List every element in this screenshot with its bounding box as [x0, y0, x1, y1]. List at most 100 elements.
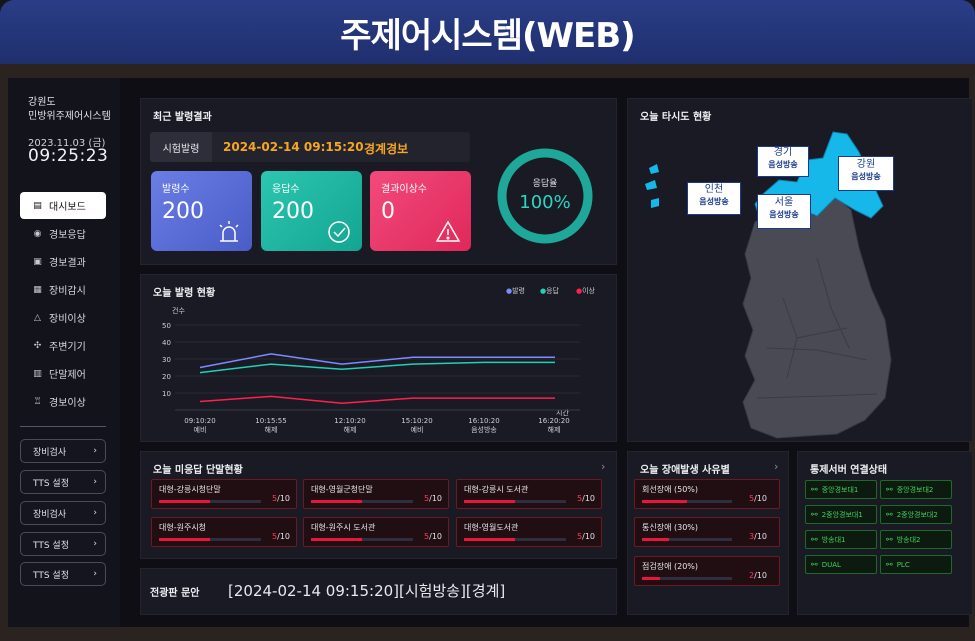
- response-rate-gauge: [497, 148, 593, 244]
- sidebar-item-alarm-result[interactable]: ▣ 경보결과: [20, 248, 106, 275]
- progress-fill: [311, 500, 362, 503]
- link-icon: ⚯: [811, 485, 818, 494]
- y-tick: 50: [162, 322, 171, 330]
- region-name: 서울: [774, 197, 794, 208]
- fault-item[interactable]: 통신장애 (30%) 3/10: [634, 517, 780, 547]
- region-status: 음성방송: [769, 210, 799, 219]
- region-status: 음성방송: [851, 172, 881, 181]
- card-value: 200: [162, 199, 204, 224]
- server-status-item[interactable]: ⚯ 2중앙경보대2: [880, 505, 952, 524]
- count-value: 5: [272, 532, 278, 541]
- app-header: 주제어시스템(WEB): [0, 0, 975, 64]
- unanswered-item[interactable]: 대형-원주시 도서관 5/10: [303, 517, 449, 547]
- unanswered-item[interactable]: 대형-원주시청 5/10: [151, 517, 297, 547]
- server-status-item[interactable]: ⚯ 2중앙경보대1: [805, 505, 877, 524]
- tts-settings-button[interactable]: TTS 설정 ›: [20, 532, 106, 556]
- sidebar-item-terminal-control[interactable]: ▥ 단말제어: [20, 360, 106, 387]
- count-value: 5: [424, 494, 430, 503]
- legend-dot: ●: [576, 287, 583, 295]
- monitor-icon: ▦: [33, 284, 42, 295]
- unanswered-item[interactable]: 대형-강릉시청단말 5/10: [151, 479, 297, 509]
- sidebar-item-alarm-response[interactable]: ◉ 경보응답: [20, 220, 106, 247]
- fault-count-card[interactable]: 결과이상수 0: [370, 171, 471, 251]
- card-label: 응답수: [272, 184, 300, 195]
- region-label-gyeonggi[interactable]: 경기 음성방송: [757, 146, 809, 177]
- app-title: 주제어시스템(WEB): [340, 15, 635, 56]
- fault-item[interactable]: 회선장애 (50%) 5/10: [634, 479, 780, 509]
- server-status-item[interactable]: ⚯ 방송대1: [805, 530, 877, 549]
- server-name: DUAL: [821, 560, 841, 569]
- server-name: PLC: [896, 560, 910, 569]
- unanswered-item[interactable]: 대형-영월도서관 5/10: [456, 517, 602, 547]
- link-icon: ⚯: [886, 485, 893, 494]
- tts-settings-button[interactable]: TTS 설정 ›: [20, 470, 106, 494]
- count-total: /10: [429, 494, 442, 503]
- chevron-right-icon[interactable]: ›: [601, 460, 606, 473]
- unanswered-item[interactable]: 대형-강릉시 도서관 5/10: [456, 479, 602, 509]
- tts-settings-button[interactable]: TTS 설정 ›: [20, 562, 106, 586]
- equipment-check-button[interactable]: 장비검사 ›: [20, 439, 106, 463]
- progress-fill: [159, 538, 210, 541]
- region-name: 경기: [773, 147, 793, 158]
- region-label-incheon[interactable]: 인천 음성방송: [687, 182, 741, 215]
- chevron-right-icon: ›: [93, 569, 97, 579]
- sidebar-item-alarm-fault[interactable]: ♖ 경보이상: [20, 388, 106, 415]
- sidebar-item-label: 단말제어: [49, 370, 86, 381]
- fault-item[interactable]: 점검장애 (20%) 2/10: [634, 556, 780, 586]
- southern-region-map: [742, 195, 892, 439]
- region-label-gangwon[interactable]: 강원 음성방송: [838, 156, 894, 191]
- response-rate-label: 응답율: [532, 179, 558, 189]
- x-tick-time: 16:10:20: [468, 417, 500, 425]
- count-value: 5: [272, 494, 278, 503]
- item-name: 회선장애 (50%): [642, 485, 699, 494]
- unanswered-item[interactable]: 대형-영월군청단말 5/10: [303, 479, 449, 509]
- equipment-check-button[interactable]: 장비검사 ›: [20, 501, 106, 525]
- sidebar-item-label: 경보이상: [49, 398, 86, 409]
- org-info: 강원도 민방위주제어시스템: [28, 96, 111, 124]
- item-count: 2/10: [749, 571, 767, 580]
- recent-alert-summary: 시험발령 2024-02-14 09:15:20 경계경보: [150, 132, 470, 162]
- clock: 09:25:23: [28, 146, 109, 166]
- series-line: [199, 361, 555, 374]
- sidebar-item-equipment-fault[interactable]: △ 장비이상: [20, 304, 106, 331]
- item-count: 5/10: [272, 494, 290, 503]
- issued-count-card[interactable]: 발령수 200: [151, 171, 252, 251]
- progress-bar: [642, 577, 732, 580]
- item-name: 대형-영월군청단말: [311, 485, 373, 494]
- panel-title: 오늘 미응답 단말현황: [153, 465, 243, 476]
- server-status-item[interactable]: ⚯ 방송대2: [880, 530, 952, 549]
- x-axis-label: 시간: [556, 409, 569, 417]
- progress-bar: [464, 500, 566, 503]
- panel-title: 오늘 발령 현황: [153, 288, 216, 299]
- count-value: 5: [424, 532, 430, 541]
- province-borders: [756, 257, 878, 399]
- response-count-card[interactable]: 응답수 200: [261, 171, 362, 251]
- chevron-right-icon: ›: [93, 446, 97, 456]
- server-status-item[interactable]: ⚯ DUAL: [805, 555, 877, 574]
- sidebar-item-peripheral[interactable]: ✣ 주변기기: [20, 332, 106, 359]
- sidebar-item-dashboard[interactable]: ▤ 대시보드: [20, 192, 106, 219]
- siren-icon: [219, 221, 239, 242]
- y-tick: 30: [162, 356, 171, 364]
- progress-fill: [311, 538, 362, 541]
- button-label: 장비검사: [33, 447, 67, 458]
- count-total: /10: [277, 532, 290, 541]
- progress-bar: [159, 538, 261, 541]
- server-status-item[interactable]: ⚯ 중앙경보대1: [805, 480, 877, 499]
- sidebar-item-equipment-monitor[interactable]: ▦ 장비감시: [20, 276, 106, 303]
- server-status-item[interactable]: ⚯ 중앙경보대2: [880, 480, 952, 499]
- button-label: 장비검사: [33, 509, 67, 520]
- count-value: 3: [749, 532, 755, 541]
- count-value: 5: [577, 532, 583, 541]
- warning-icon: [435, 220, 461, 242]
- sidebar-item-label: 경보응답: [49, 230, 86, 241]
- y-tick: 20: [162, 373, 171, 381]
- count-total: /10: [754, 532, 767, 541]
- alert-timestamp: 2024-02-14 09:15:20: [223, 140, 364, 154]
- item-count: 5/10: [577, 532, 595, 541]
- legend-item: ●발령: [506, 286, 525, 296]
- server-status-item[interactable]: ⚯ PLC: [880, 555, 952, 574]
- y-tick: 10: [162, 390, 171, 398]
- chevron-right-icon[interactable]: ›: [774, 460, 779, 473]
